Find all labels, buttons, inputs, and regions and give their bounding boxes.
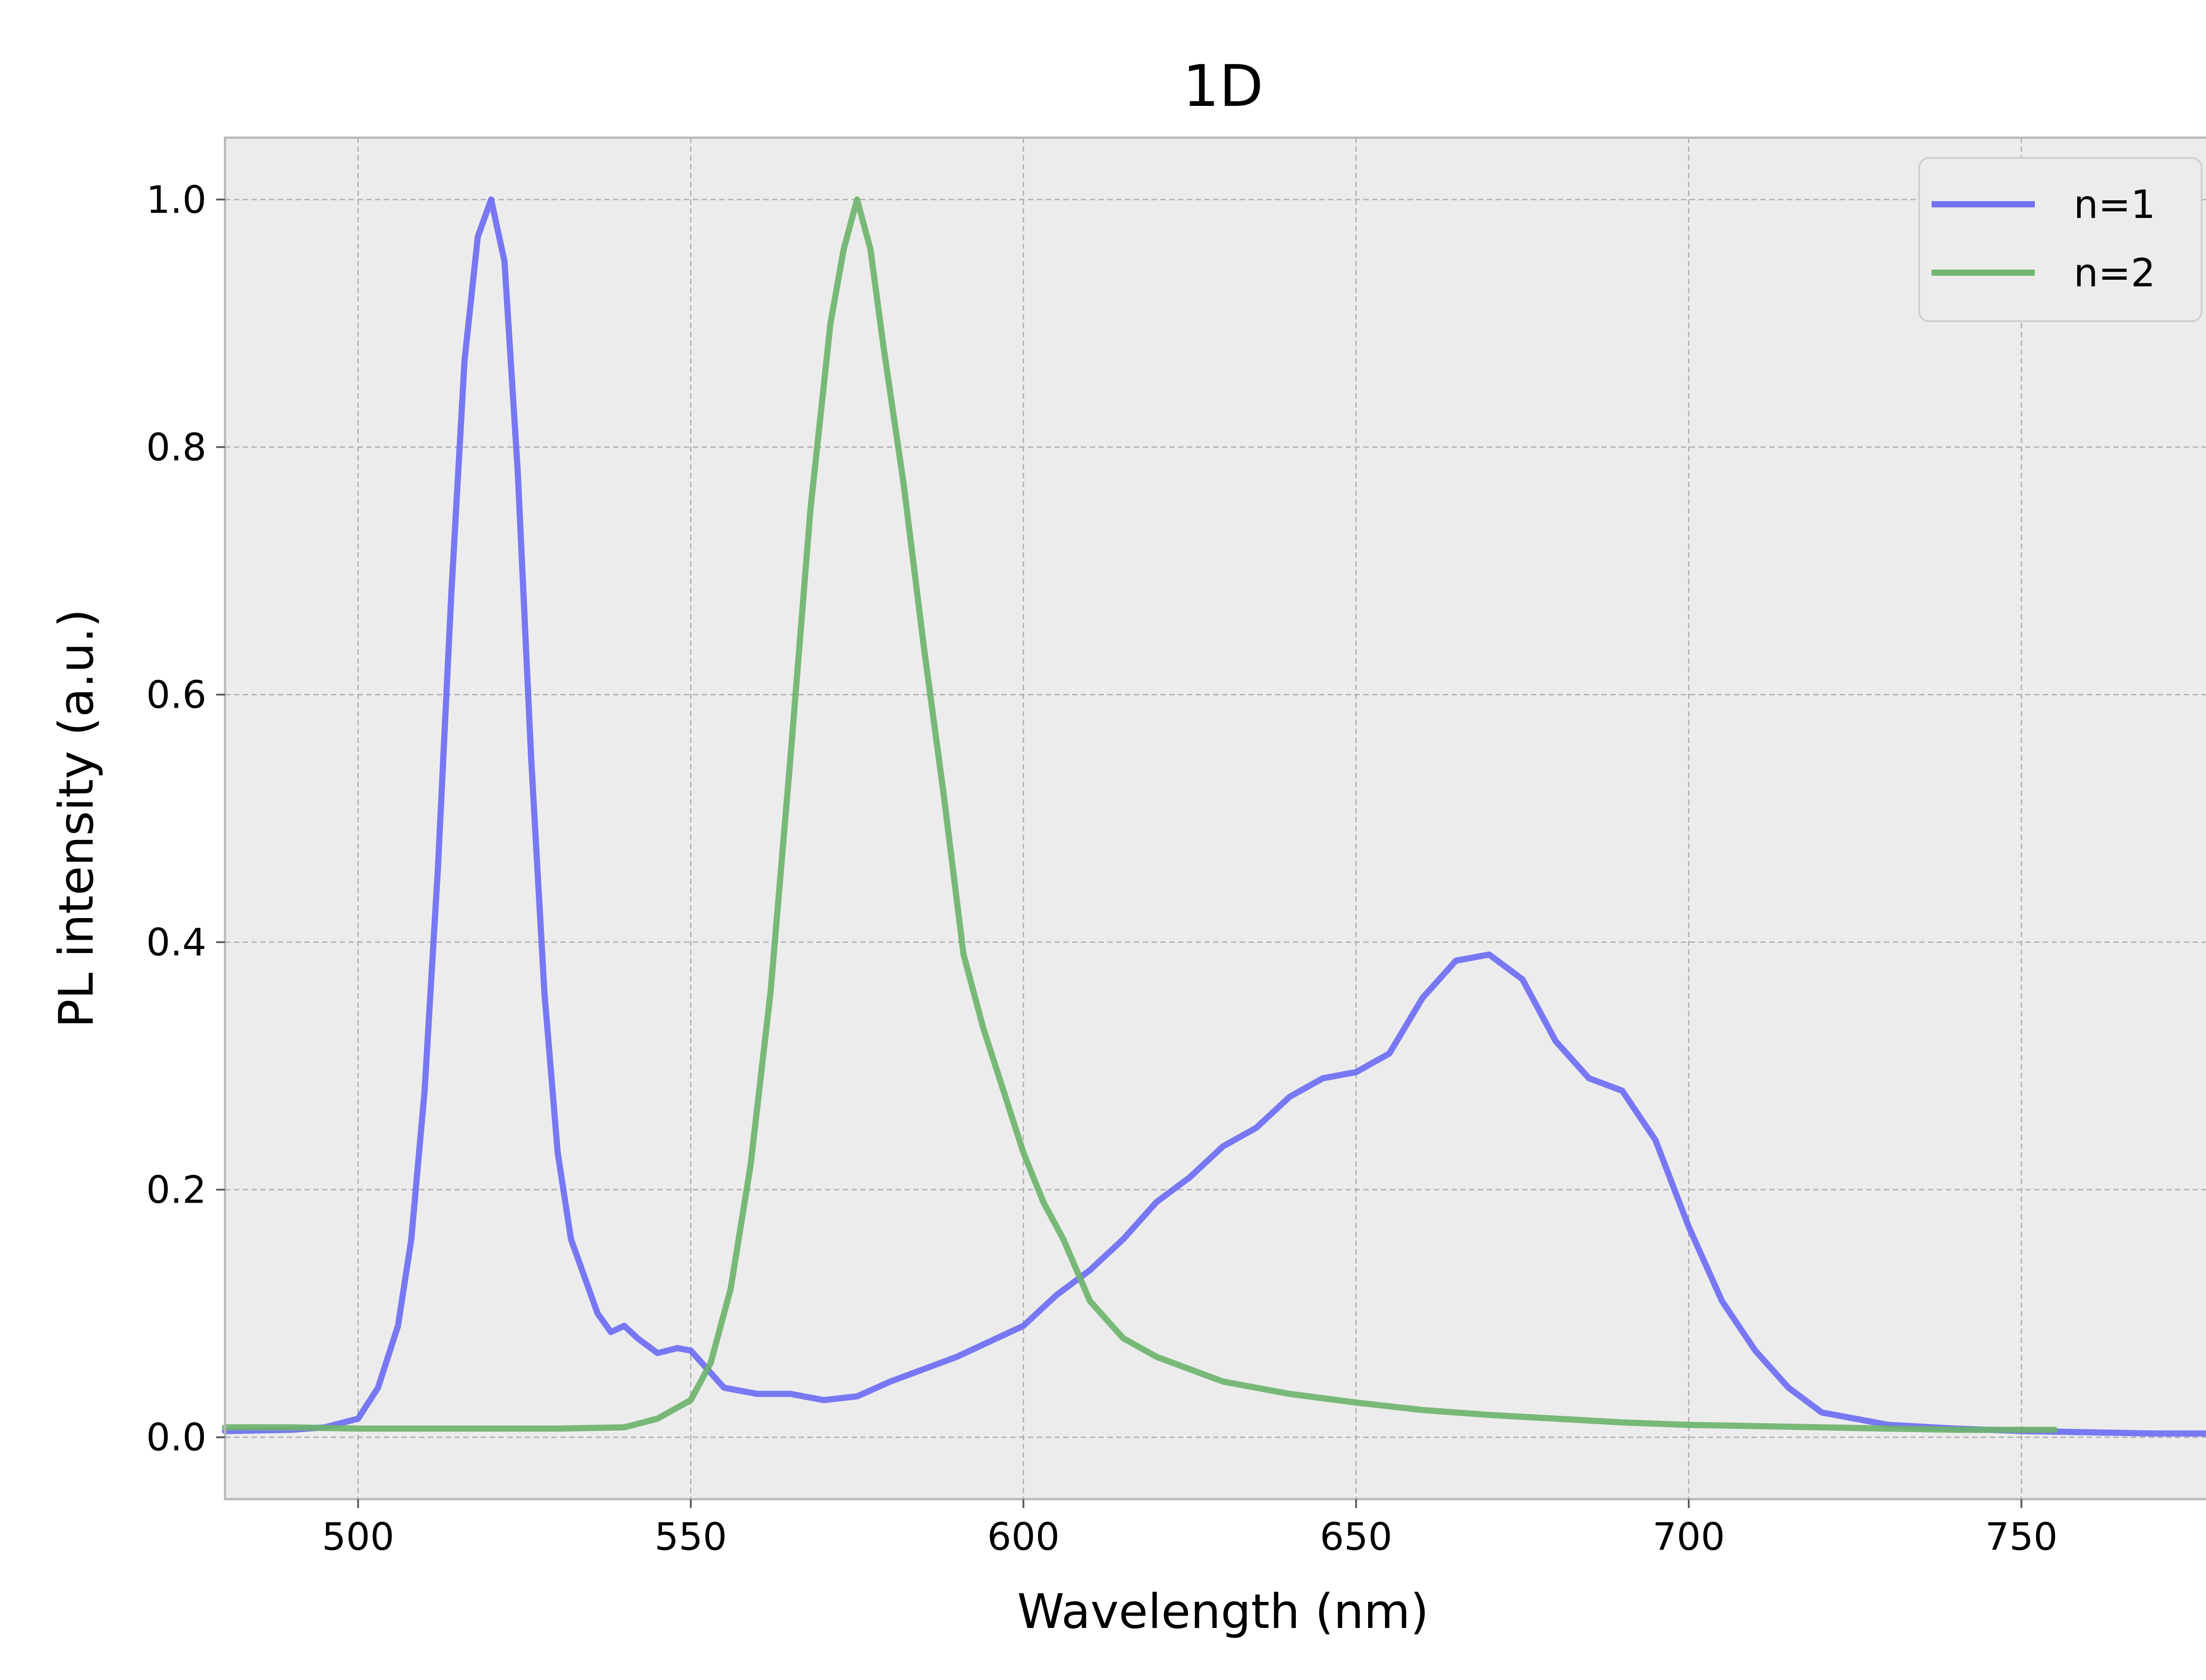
y-axis-label: PL intensity (a.u.) bbox=[49, 609, 104, 1028]
series-line-n2 bbox=[222, 196, 2058, 1433]
series-layer bbox=[222, 196, 2206, 1437]
x-axis-label: Wavelength (nm) bbox=[1017, 1584, 1429, 1639]
x-tick-label: 650 bbox=[1320, 1515, 1392, 1559]
legend-box bbox=[1918, 157, 2202, 322]
grid bbox=[225, 138, 2206, 1499]
y-tick-label: 0.0 bbox=[146, 1416, 206, 1460]
x-tick-label: 750 bbox=[1985, 1515, 2058, 1559]
y-tick-label: 0.4 bbox=[146, 921, 206, 965]
x-tick-label: 600 bbox=[987, 1515, 1060, 1559]
series-line-n1 bbox=[222, 196, 2206, 1437]
y-tick-label: 0.2 bbox=[146, 1168, 206, 1212]
x-tick-label: 500 bbox=[322, 1515, 394, 1559]
legend-label-n2: n=2 bbox=[2074, 250, 2156, 296]
y-tick-label: 1.0 bbox=[146, 178, 206, 222]
legend: n=1 n=2 bbox=[1918, 157, 2202, 322]
x-axis: 500 550 600 650 700 750 bbox=[322, 1499, 2058, 1559]
legend-label-n1: n=1 bbox=[2074, 182, 2156, 227]
x-tick-label: 700 bbox=[1653, 1515, 1725, 1559]
y-tick-label: 0.6 bbox=[146, 673, 206, 717]
chart-title: 1D bbox=[1183, 52, 1264, 120]
y-axis: 0.0 0.2 0.4 0.6 0.8 1.0 bbox=[146, 178, 225, 1460]
y-tick-label: 0.8 bbox=[146, 425, 206, 469]
plot-area bbox=[225, 138, 2206, 1499]
plot-frame bbox=[224, 136, 2206, 1500]
x-tick-label: 550 bbox=[655, 1515, 727, 1559]
